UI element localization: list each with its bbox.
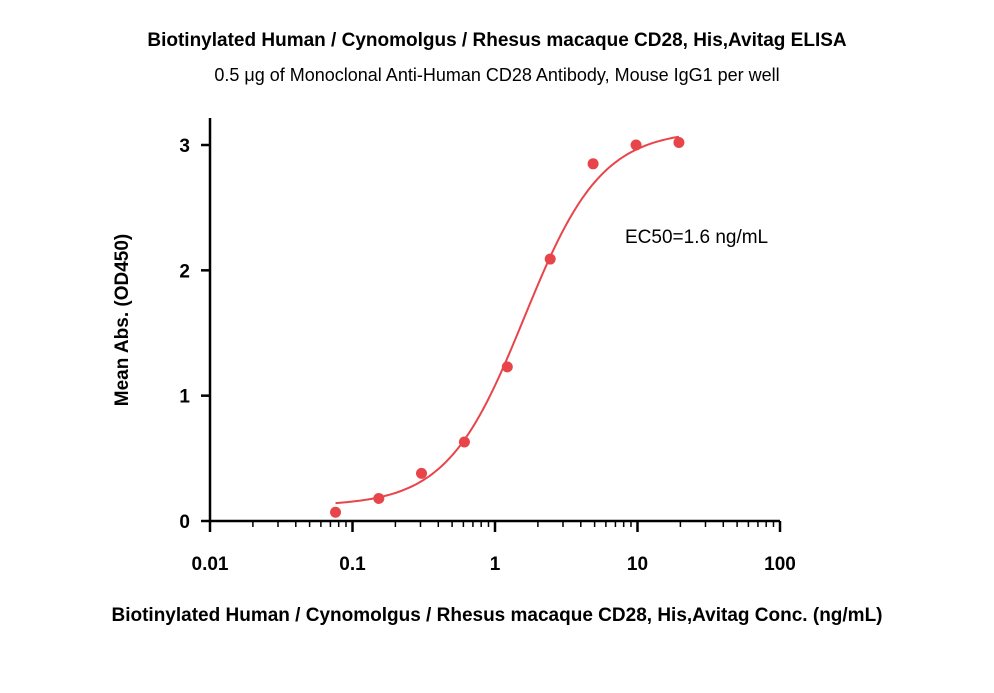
data-point [544, 253, 556, 265]
y-tick-label: 0 [179, 512, 190, 533]
y-tick-label: 1 [179, 387, 190, 408]
x-tick-label: 1 [490, 554, 501, 575]
data-point [330, 506, 342, 518]
y-axis-label: Mean Abs. (OD450) [112, 234, 133, 406]
x-tick-label: 10 [627, 554, 648, 575]
data-point [458, 436, 470, 448]
fit-curve [335, 135, 680, 505]
data-point [630, 139, 642, 151]
y-tick-label: 3 [179, 136, 190, 157]
x-tick-label: 0.01 [192, 554, 229, 575]
data-points [330, 136, 685, 518]
chart-title: Biotinylated Human / Cynomolgus / Rhesus… [147, 30, 847, 51]
data-point [416, 467, 428, 479]
x-ticks: 0.01 0.1 1 10 100 [192, 521, 796, 575]
data-point [501, 361, 513, 373]
axes [208, 118, 780, 523]
annotation-ec50: EC50=1.6 ng/mL [625, 227, 768, 248]
data-point [373, 492, 385, 504]
data-point [587, 158, 599, 170]
x-axis-label: Biotinylated Human / Cynomolgus / Rhesus… [111, 605, 882, 626]
y-ticks: 0 1 2 3 [179, 136, 210, 533]
data-point [673, 136, 685, 148]
x-tick-label: 100 [764, 554, 796, 575]
x-tick-label: 0.1 [339, 554, 366, 575]
chart-subtitle: 0.5 μg of Monoclonal Anti-Human CD28 Ant… [214, 65, 780, 85]
y-tick-label: 2 [179, 261, 190, 282]
